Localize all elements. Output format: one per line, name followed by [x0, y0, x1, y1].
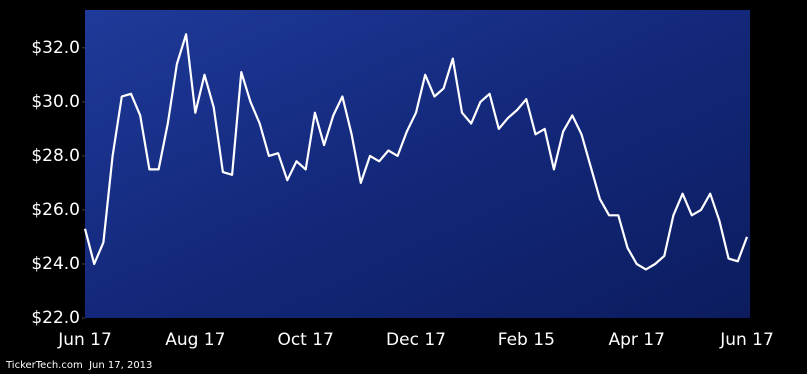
- x-tick-label: Oct 17: [277, 330, 333, 350]
- y-tick-label: $32.0: [31, 38, 80, 58]
- y-tick-label: $28.0: [31, 146, 80, 166]
- x-tick-label: Feb 15: [498, 330, 555, 350]
- x-tick-label: Jun 17: [57, 330, 112, 350]
- price-line: [83, 33, 749, 271]
- y-tick-label: $22.0: [31, 308, 80, 328]
- y-tick-label: $24.0: [31, 254, 80, 274]
- plot-area: [85, 10, 750, 318]
- x-tick-label: Apr 17: [608, 330, 664, 350]
- y-tick-label: $30.0: [31, 92, 80, 112]
- y-tick-label: $26.0: [31, 200, 80, 220]
- x-tick-label: Aug 17: [165, 330, 225, 350]
- x-tick-label: Jun 17: [719, 330, 774, 350]
- x-tick-label: Dec 17: [386, 330, 446, 350]
- source: TickerTech.com Jun 17, 2013: [5, 360, 152, 371]
